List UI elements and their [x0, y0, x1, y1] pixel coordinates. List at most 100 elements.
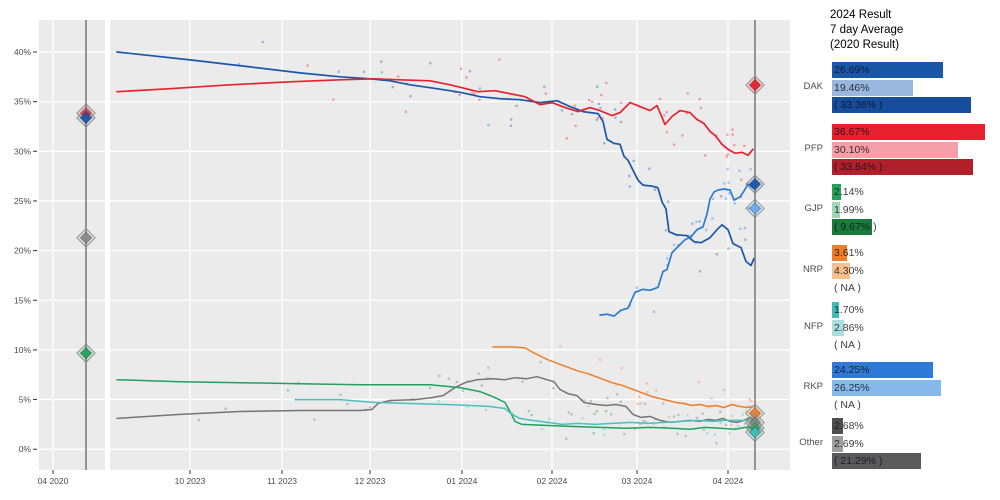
- poll-dot: [725, 155, 728, 158]
- poll-dot: [672, 143, 676, 146]
- poll-dot: [515, 104, 518, 107]
- poll-dot: [697, 380, 700, 384]
- party-label-NFP: NFP: [804, 321, 823, 332]
- series-line-GJP: [116, 378, 754, 431]
- poll-dot: [623, 432, 626, 436]
- poll-dot: [605, 81, 608, 85]
- poll-dot: [613, 108, 617, 111]
- results-panel-title: 2024 Result 7 day Average (2020 Result): [830, 8, 903, 53]
- poll-dot: [695, 416, 699, 420]
- result-value-RKP-1: 26.25%: [834, 381, 870, 394]
- poll-dot: [409, 94, 412, 98]
- poll-dot: [614, 116, 617, 119]
- poll-dot: [478, 87, 482, 90]
- poll-dot: [727, 181, 730, 184]
- result-bar-PFP-0: [832, 124, 985, 140]
- poll-dot: [711, 217, 714, 220]
- poll-dot: [719, 421, 722, 425]
- poll-dot: [684, 434, 687, 438]
- poll-dot: [710, 397, 713, 400]
- poll-dot: [744, 238, 747, 241]
- result-bar-Other-1: [832, 435, 844, 452]
- poll-dot: [726, 133, 729, 136]
- poll-dot: [565, 137, 569, 140]
- result-bar-GJP-1: [832, 201, 841, 218]
- poll-dot: [583, 399, 586, 402]
- main-panel: [110, 20, 790, 470]
- scatter-NRP: [559, 345, 753, 427]
- poll-dot: [681, 134, 684, 137]
- result-bar-NRP-1: [832, 262, 850, 279]
- poll-dot: [663, 114, 666, 117]
- poll-dot: [573, 104, 576, 107]
- poll-dot: [727, 192, 731, 195]
- poll-dot: [748, 398, 751, 401]
- poll-dot: [715, 441, 718, 445]
- poll-dot: [731, 133, 734, 136]
- result-value-Other-2: ( 21.29% ): [834, 455, 883, 467]
- series-line-RKP: [599, 183, 754, 317]
- poll-dot: [599, 107, 602, 110]
- result-value-Other-0: 2.68%: [834, 420, 864, 432]
- poll-dot: [604, 409, 608, 413]
- poll-dot: [380, 71, 384, 74]
- poll-dot: [749, 168, 752, 171]
- result-bar-RKP-0: [832, 362, 934, 378]
- poll-dot: [603, 433, 606, 436]
- poll-dot: [471, 91, 474, 95]
- poll-dot: [595, 85, 599, 88]
- marker-fill: [748, 78, 762, 92]
- marker-fill: [79, 111, 93, 125]
- poll-dot: [590, 100, 594, 103]
- party-label-PFP: PFP: [804, 143, 823, 154]
- poll-dot: [672, 243, 676, 246]
- poll-dot: [428, 386, 432, 390]
- x-tick-label: 04 2024: [713, 476, 744, 486]
- poll-dot: [465, 76, 468, 79]
- title-line-2024: 2024 Result: [830, 9, 892, 21]
- poll-dot: [620, 366, 623, 370]
- poll-dot: [648, 167, 651, 170]
- x-tick-label: 10 2023: [175, 476, 206, 486]
- poll-dot: [570, 413, 573, 416]
- x-tick-label: 01 2024: [447, 476, 478, 486]
- poll-dot: [743, 226, 747, 230]
- poll-dot: [713, 433, 717, 436]
- poll-dot: [699, 106, 703, 110]
- poll-dot: [686, 92, 689, 95]
- poll-dot: [739, 227, 742, 231]
- poll-dot: [665, 131, 669, 134]
- marker-fill: [748, 426, 762, 439]
- poll-dot: [615, 393, 619, 396]
- poll-dot: [598, 358, 602, 361]
- poll-dot: [509, 124, 513, 128]
- poll-dot: [559, 345, 562, 348]
- poll-dot: [574, 124, 577, 128]
- poll-dot: [635, 286, 639, 289]
- marker-fill: [748, 202, 762, 215]
- y-tick-label: 40%: [14, 47, 31, 57]
- poll-dot: [466, 406, 469, 409]
- series-line-PFP: [116, 77, 754, 157]
- poll-dot: [731, 128, 734, 131]
- poll-dot: [544, 92, 547, 95]
- poll-dot: [639, 402, 642, 405]
- poll-dot: [747, 421, 750, 424]
- poll-dot: [224, 407, 227, 410]
- poll-dot: [600, 93, 603, 97]
- poll-dot: [337, 70, 340, 73]
- result-value-DAK-2: ( 33.36% ): [834, 99, 883, 111]
- poll-dot: [702, 428, 706, 432]
- poll-dot: [686, 414, 689, 417]
- poll-dot: [587, 404, 590, 408]
- poll-dot: [487, 123, 490, 127]
- series-line-Other: [116, 375, 754, 424]
- title-line-2020: (2020 Result): [830, 38, 900, 51]
- result-bar-DAK-1: [832, 79, 914, 96]
- poll-dot: [527, 410, 531, 413]
- poll-dot: [306, 64, 309, 67]
- poll-dot: [732, 144, 736, 147]
- result-bar-DAK-2: [832, 97, 972, 113]
- result-bar-NFP-1: [832, 319, 844, 336]
- poll-dot: [737, 424, 740, 428]
